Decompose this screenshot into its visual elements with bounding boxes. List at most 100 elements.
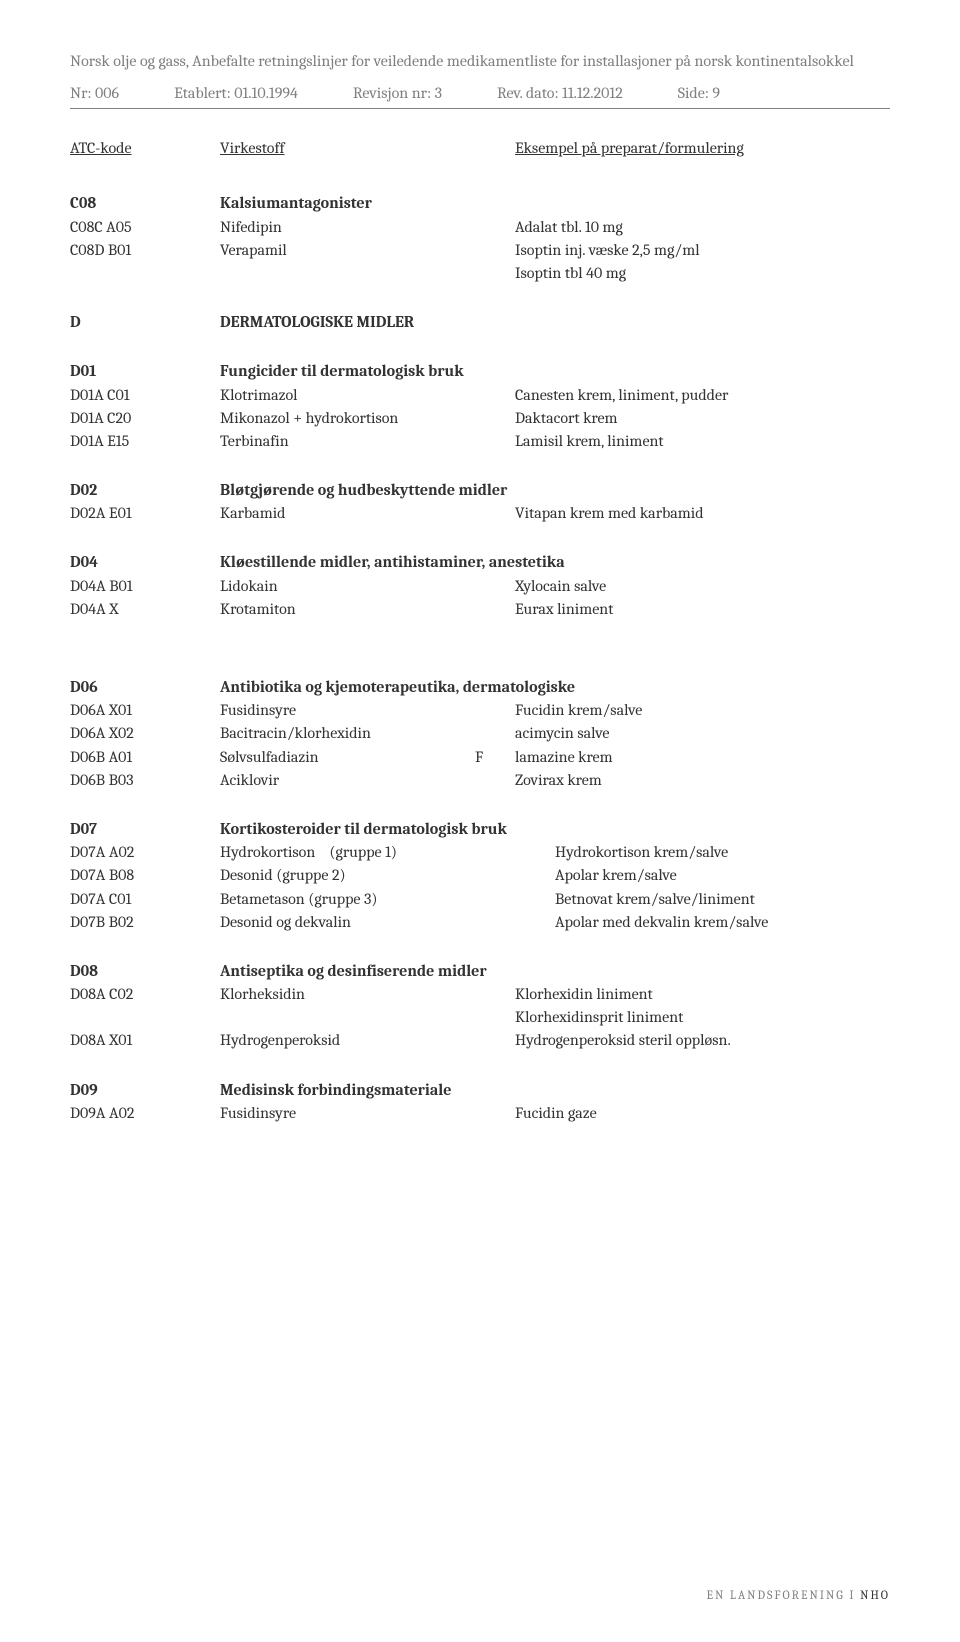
cell: Antibiotika og kjemoterapeutika, dermato…	[220, 676, 575, 699]
cell: Mikonazol + hydrokortison	[220, 407, 515, 430]
cell: Krotamiton	[220, 598, 515, 621]
cell: Zovirax krem	[515, 769, 890, 792]
cell: Hydrogenperoksid steril oppløsn.	[515, 1029, 890, 1052]
cell: Bacitracin/klorhexidin	[220, 722, 515, 745]
cell: Betnovat krem/salve/liniment	[555, 888, 890, 911]
header-meta: Nr: 006 Etablert: 01.10.1994 Revisjon nr…	[70, 84, 890, 102]
cell: D04	[70, 551, 220, 574]
cell: Lidokain	[220, 575, 515, 598]
cell: Verapamil	[220, 239, 515, 262]
cell: D06A X01	[70, 699, 220, 722]
cell: Klorhexidinsprit liniment	[515, 1006, 890, 1029]
cell	[220, 262, 515, 285]
cell: D01A C01	[70, 384, 220, 407]
cell: Fusidinsyre	[220, 699, 515, 722]
header-revisjon: Revisjon nr: 3	[353, 84, 442, 102]
cell: Isoptin inj. væske 2,5 mg/ml	[515, 239, 890, 262]
cell: Karbamid	[220, 502, 515, 525]
cell: Lamisil krem, liniment	[515, 430, 890, 453]
cell: D08	[70, 960, 220, 983]
section-d06: D06 Antibiotika og kjemoterapeutika, der…	[70, 676, 890, 792]
cell: Apolar krem/salve	[555, 864, 890, 887]
cell: Eurax liniment	[515, 598, 890, 621]
cell: D01A C20	[70, 407, 220, 430]
footer-text: EN LANDSFORENING I	[707, 1588, 861, 1602]
cell: Xylocain salve	[515, 575, 890, 598]
cell: Fungicider til dermatologisk bruk	[220, 360, 515, 383]
cell	[70, 1006, 220, 1029]
cell: Bløtgjørende og hudbeskyttende midler	[220, 479, 507, 502]
cell: Daktacort krem	[515, 407, 890, 430]
cell: D06	[70, 676, 220, 699]
cell: D08A X01	[70, 1029, 220, 1052]
section-d01: D01 Fungicider til dermatologisk bruk D0…	[70, 360, 890, 453]
cell: D02	[70, 479, 220, 502]
section-d07: D07 Kortikosteroider til dermatologisk b…	[70, 818, 890, 934]
cell: C08	[70, 192, 220, 215]
section-d09: D09 Medisinsk forbindingsmateriale D09A …	[70, 1079, 890, 1125]
cell: Fucidin gaze	[515, 1102, 890, 1125]
cell: Fusidinsyre	[220, 1102, 515, 1125]
cell: D07A A02	[70, 841, 220, 864]
cell: D07	[70, 818, 220, 841]
cell: D01	[70, 360, 220, 383]
cell: D06B A01	[70, 746, 220, 769]
cell: D	[70, 311, 220, 334]
cell: D07A C01	[70, 888, 220, 911]
cell: D01A E15	[70, 430, 220, 453]
cell: Betametason (gruppe 3)	[220, 888, 555, 911]
cell: D02A E01	[70, 502, 220, 525]
cell: lamazine krem	[515, 746, 890, 769]
cell: acimycin salve	[515, 722, 890, 745]
cell: C08D B01	[70, 239, 220, 262]
cell: Antiseptika og desinfiserende midler	[220, 960, 487, 983]
section-d: D DERMATOLOGISKE MIDLER	[70, 311, 890, 334]
cell: Fucidin krem/salve	[515, 699, 890, 722]
section-d04: D04 Kløestillende midler, antihistaminer…	[70, 551, 890, 621]
cell: Terbinafin	[220, 430, 515, 453]
cell	[70, 262, 220, 285]
cell: Kalsiumantagonister	[220, 192, 515, 215]
cell: Kløestillende midler, antihistaminer, an…	[220, 551, 565, 574]
col-header-eks: Eksempel på preparat/formulering	[515, 139, 744, 157]
cell: Desonid (gruppe 2)	[220, 864, 555, 887]
col-header-virk: Virkestoff	[220, 139, 515, 157]
cell: Medisinsk forbindingsmateriale	[220, 1079, 451, 1102]
cell: Desonid og dekvalin	[220, 911, 555, 934]
cell: D07A B08	[70, 864, 220, 887]
cell: C08C A05	[70, 216, 220, 239]
section-c08: C08 Kalsiumantagonister C08C A05 Nifedip…	[70, 192, 890, 285]
cell: Kortikosteroider til dermatologisk bruk	[220, 818, 507, 841]
header-side: Side: 9	[678, 84, 720, 102]
cell: D09A A02	[70, 1102, 220, 1125]
cell: D06B B03	[70, 769, 220, 792]
cell: Isoptin tbl 40 mg	[515, 262, 890, 285]
cell: Klorheksidin	[220, 983, 515, 1006]
cell: Nifedipin	[220, 216, 515, 239]
header-nr: Nr: 006	[70, 84, 119, 102]
cell: D08A C02	[70, 983, 220, 1006]
cell: Canesten krem, liniment, pudder	[515, 384, 890, 407]
cell: D04A X	[70, 598, 220, 621]
cell: Vitapan krem med karbamid	[515, 502, 890, 525]
cell: Hydrogenperoksid	[220, 1029, 515, 1052]
cell: Adalat tbl. 10 mg	[515, 216, 890, 239]
cell: D04A B01	[70, 575, 220, 598]
cell: Aciklovir	[220, 769, 515, 792]
cell: Hydrokortison (gruppe 1)	[220, 841, 555, 864]
header-etablert: Etablert: 01.10.1994	[174, 84, 298, 102]
col-header-atc: ATC-kode	[70, 139, 220, 157]
header-divider	[70, 108, 890, 109]
section-d08: D08 Antiseptika og desinfiserende midler…	[70, 960, 890, 1053]
cell: D06A X02	[70, 722, 220, 745]
header-title: Norsk olje og gass, Anbefalte retningsli…	[70, 50, 890, 72]
column-headers: ATC-kode Virkestoff Eksempel på preparat…	[70, 139, 890, 157]
cell: Klorhexidin liniment	[515, 983, 890, 1006]
cell: Sølvsulfadiazin	[220, 746, 475, 769]
cell: Klotrimazol	[220, 384, 515, 407]
cell: DERMATOLOGISKE MIDLER	[220, 311, 515, 334]
cell: D09	[70, 1079, 220, 1102]
cell: Hydrokortison krem/salve	[555, 841, 890, 864]
cell: D07B B02	[70, 911, 220, 934]
cell: F	[475, 746, 515, 769]
